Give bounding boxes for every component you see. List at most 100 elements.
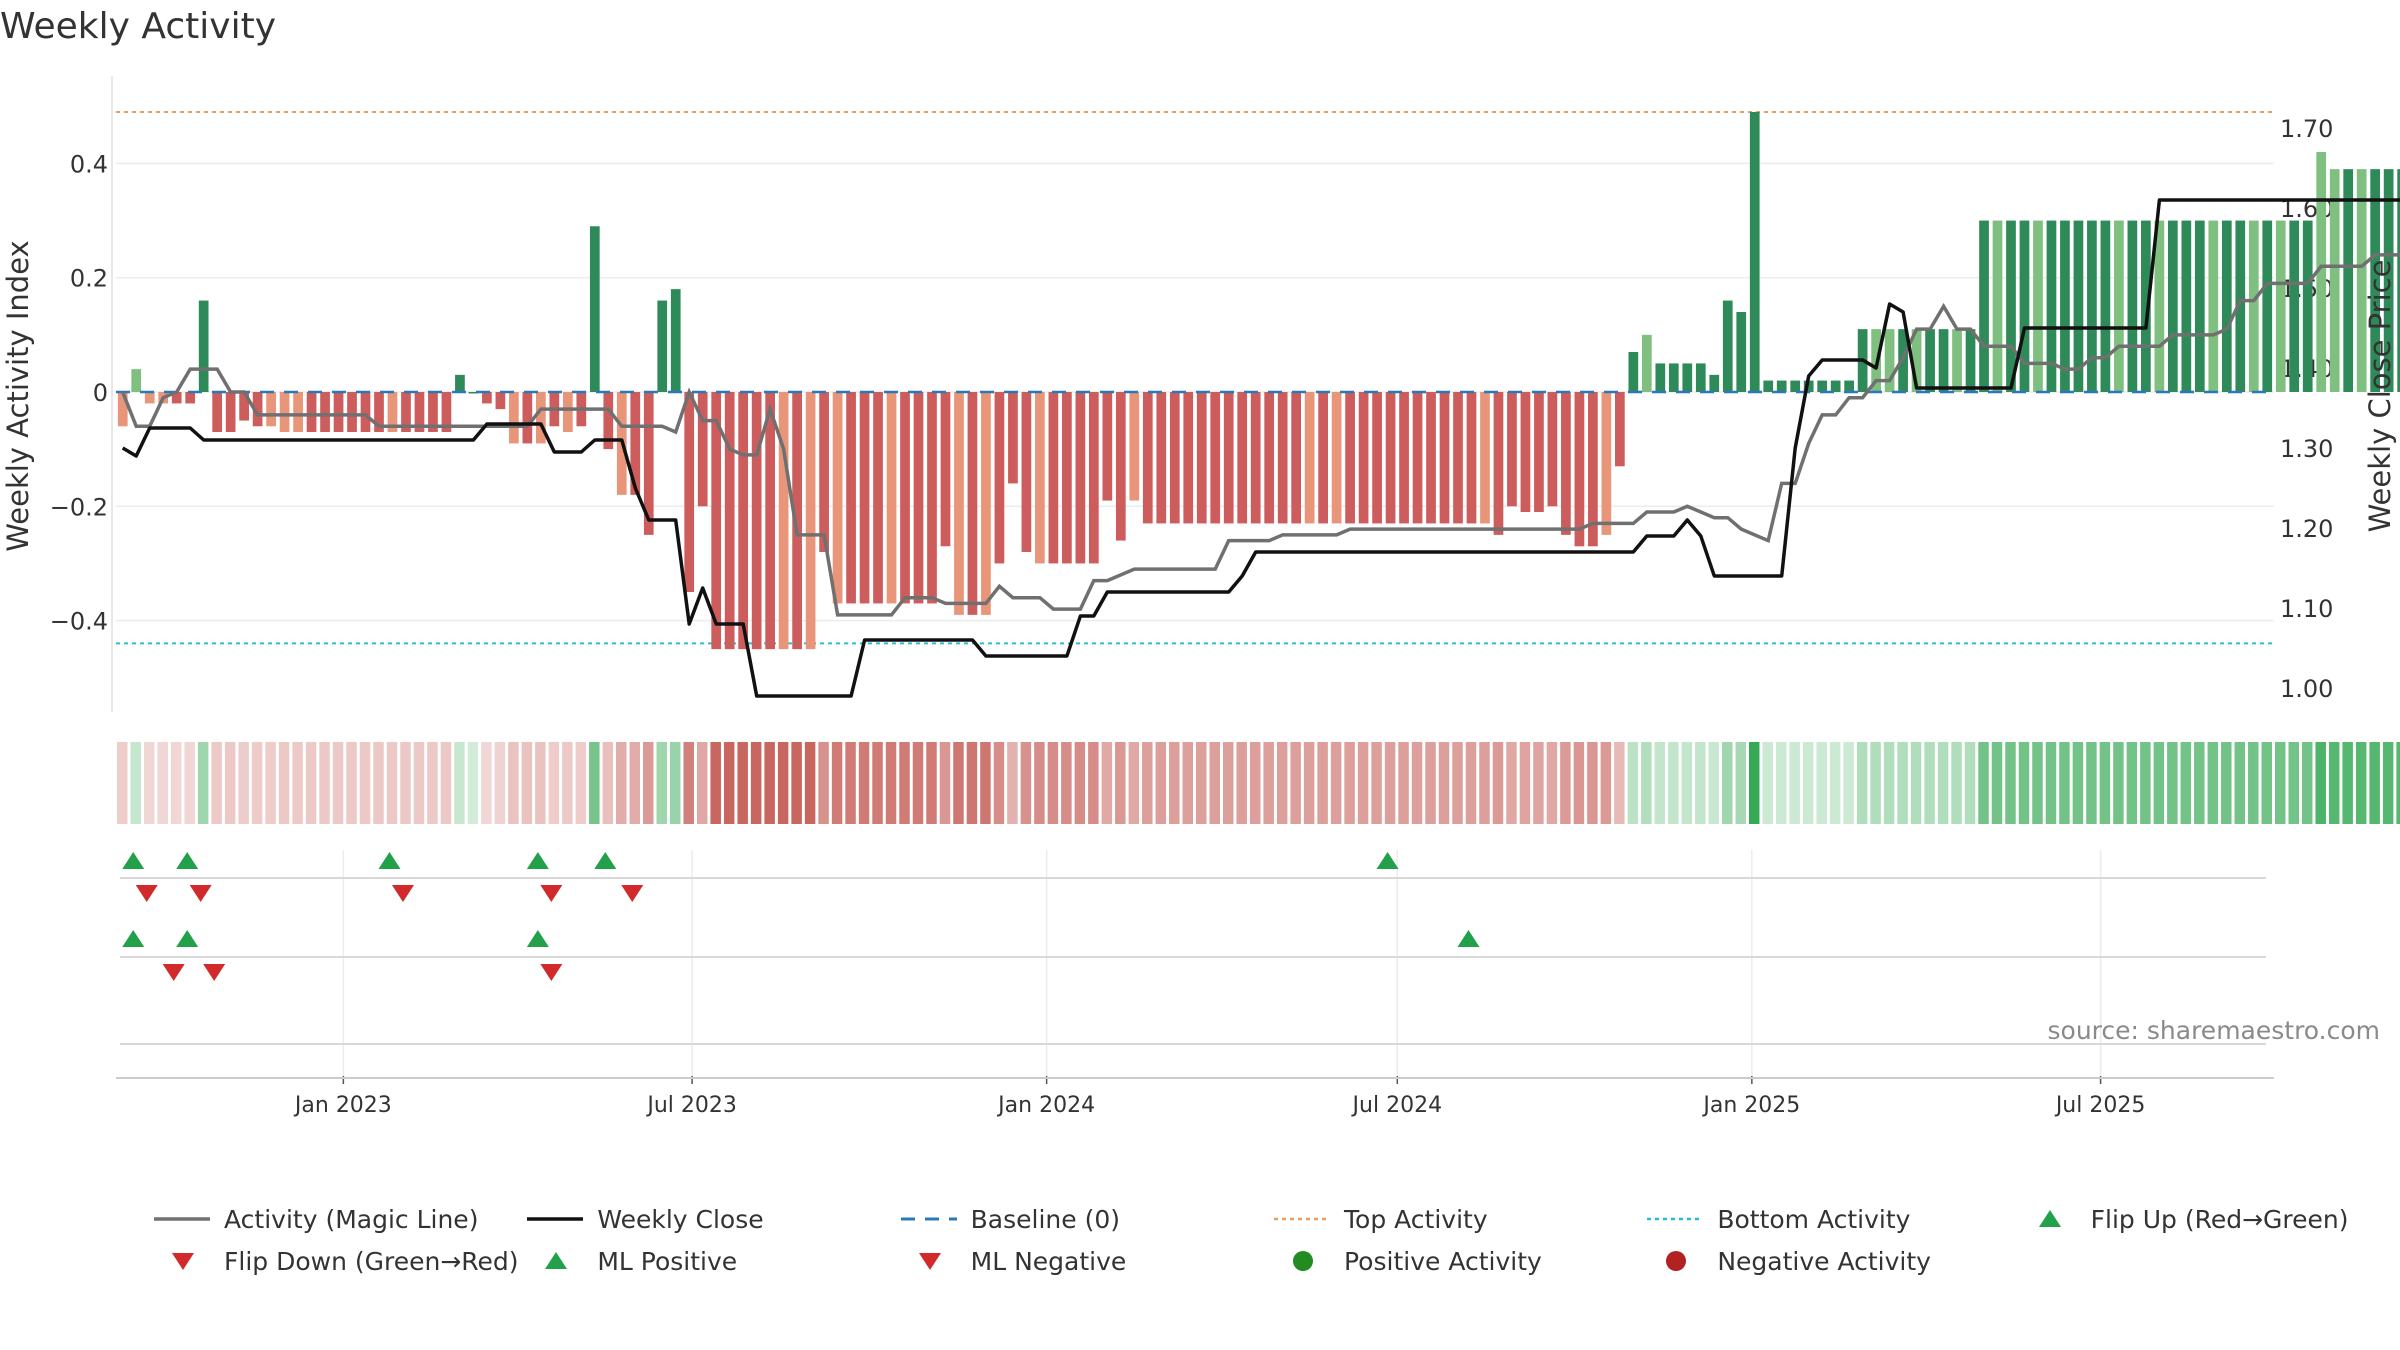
- intensity-cell: [912, 742, 924, 824]
- intensity-cell: [535, 742, 546, 824]
- flip-up-marker: [1376, 852, 1399, 869]
- activity-bar: [2316, 152, 2327, 392]
- activity-bar: [279, 392, 290, 432]
- activity-bar: [2046, 220, 2057, 392]
- activity-bar: [1115, 392, 1126, 541]
- intensity-cell: [2032, 742, 2043, 824]
- intensity-cell: [791, 742, 802, 824]
- intensity-cell: [562, 742, 573, 824]
- intensity-cell: [1317, 742, 1328, 824]
- intensity-cell: [197, 742, 209, 824]
- activity-bar: [1641, 334, 1652, 392]
- activity-bar: [2221, 220, 2232, 392]
- activity-bar: [2262, 220, 2273, 392]
- intensity-cell: [2018, 742, 2030, 824]
- legend-label: Flip Down (Green→Red): [224, 1246, 519, 1276]
- activity-bar: [455, 374, 465, 392]
- activity-bar: [1250, 392, 1261, 524]
- activity-bar: [603, 392, 614, 450]
- activity-bar: [832, 392, 843, 604]
- activity-bar: [1588, 392, 1598, 547]
- activity-bar: [630, 392, 641, 495]
- legend-label: Positive Activity: [1344, 1246, 1542, 1276]
- activity-bar: [2073, 220, 2084, 392]
- intensity-cell: [764, 742, 775, 824]
- legend-item: Negative Activity: [1643, 1246, 2016, 1276]
- activity-bar: [900, 392, 910, 604]
- legend-item: ML Positive: [523, 1246, 896, 1276]
- intensity-cell: [616, 742, 627, 824]
- x-tick-label: Jan 2024: [996, 1093, 1095, 1118]
- intensity-cell: [1924, 742, 1935, 824]
- activity-bar: [1210, 392, 1221, 524]
- activity-bar: [981, 392, 991, 615]
- activity-bar: [1169, 392, 1180, 524]
- intensity-cell: [2207, 742, 2219, 824]
- legend-label: Negative Activity: [1717, 1246, 1931, 1276]
- activity-bar: [1911, 329, 1922, 392]
- legend-item: Baseline (0): [897, 1204, 1270, 1234]
- activity-bar: [306, 392, 317, 432]
- ml-positive-marker: [122, 930, 145, 947]
- x-tick-label: Jul 2024: [1351, 1093, 1443, 1118]
- activity-bar: [1075, 392, 1086, 564]
- y-axis-title: Weekly Activity Index: [1, 240, 35, 552]
- activity-bar: [1291, 392, 1302, 524]
- activity-bar: [1196, 392, 1207, 524]
- activity-bar: [1466, 392, 1477, 524]
- intensity-cell: [1722, 742, 1733, 824]
- intensity-cell: [2342, 742, 2353, 824]
- activity-bar: [1952, 329, 1962, 392]
- y-tick-label: −0.4: [50, 608, 108, 636]
- intensity-cell: [1843, 742, 1854, 824]
- intensity-cell: [939, 742, 951, 824]
- flip-down-marker: [540, 885, 563, 902]
- activity-bar: [1574, 392, 1585, 547]
- intensity-cell: [1155, 742, 1167, 824]
- activity-bar: [2289, 220, 2300, 392]
- activity-bar: [131, 369, 142, 392]
- intensity-cell: [454, 742, 465, 824]
- activity-bar: [711, 392, 722, 650]
- intensity-cell: [1573, 742, 1585, 824]
- intensity-cell: [1856, 742, 1868, 824]
- intensity-cell: [1452, 742, 1463, 824]
- intensity-cell: [1937, 742, 1949, 824]
- activity-bar: [670, 289, 681, 392]
- legend-item: Weekly Close: [523, 1204, 896, 1234]
- ml-negative-marker: [162, 964, 185, 981]
- intensity-cell: [1465, 742, 1477, 824]
- x-tick-label: Jan 2025: [1701, 1093, 1800, 1118]
- intensity-cell: [629, 742, 641, 824]
- chart-title: Weekly Activity: [0, 6, 277, 47]
- intensity-cell: [777, 742, 789, 824]
- activity-bar: [468, 392, 479, 394]
- activity-bar: [927, 392, 937, 604]
- activity-bar: [2154, 220, 2165, 392]
- intensity-cell: [2261, 742, 2272, 824]
- activity-bar: [562, 392, 573, 432]
- activity-bar: [1709, 374, 1720, 392]
- intensity-cell: [2396, 742, 2400, 824]
- ml-positive-marker: [526, 930, 549, 947]
- intensity-cell: [2126, 742, 2138, 824]
- x-tick-label: Jan 2023: [293, 1093, 392, 1118]
- activity-bar: [293, 392, 303, 432]
- intensity-cell: [1196, 742, 1207, 824]
- legend-swatch-positive-activity: [1293, 1251, 1313, 1271]
- intensity-cell: [1816, 742, 1827, 824]
- activity-bar: [239, 392, 249, 421]
- intensity-cell: [1425, 742, 1436, 824]
- activity-bar: [522, 392, 533, 444]
- activity-bar: [1925, 329, 1935, 392]
- intensity-cell: [278, 742, 290, 824]
- legend-item: ML Negative: [897, 1246, 1270, 1276]
- activity-bar: [805, 392, 816, 650]
- activity-bar: [1547, 392, 1558, 507]
- activity-bar: [428, 392, 438, 432]
- y2-axis-title: Weekly Close Price: [2363, 259, 2397, 533]
- intensity-cell: [400, 742, 411, 824]
- activity-bar: [697, 392, 708, 507]
- legend-item: Bottom Activity: [1643, 1204, 2016, 1234]
- activity-bar: [1615, 392, 1625, 467]
